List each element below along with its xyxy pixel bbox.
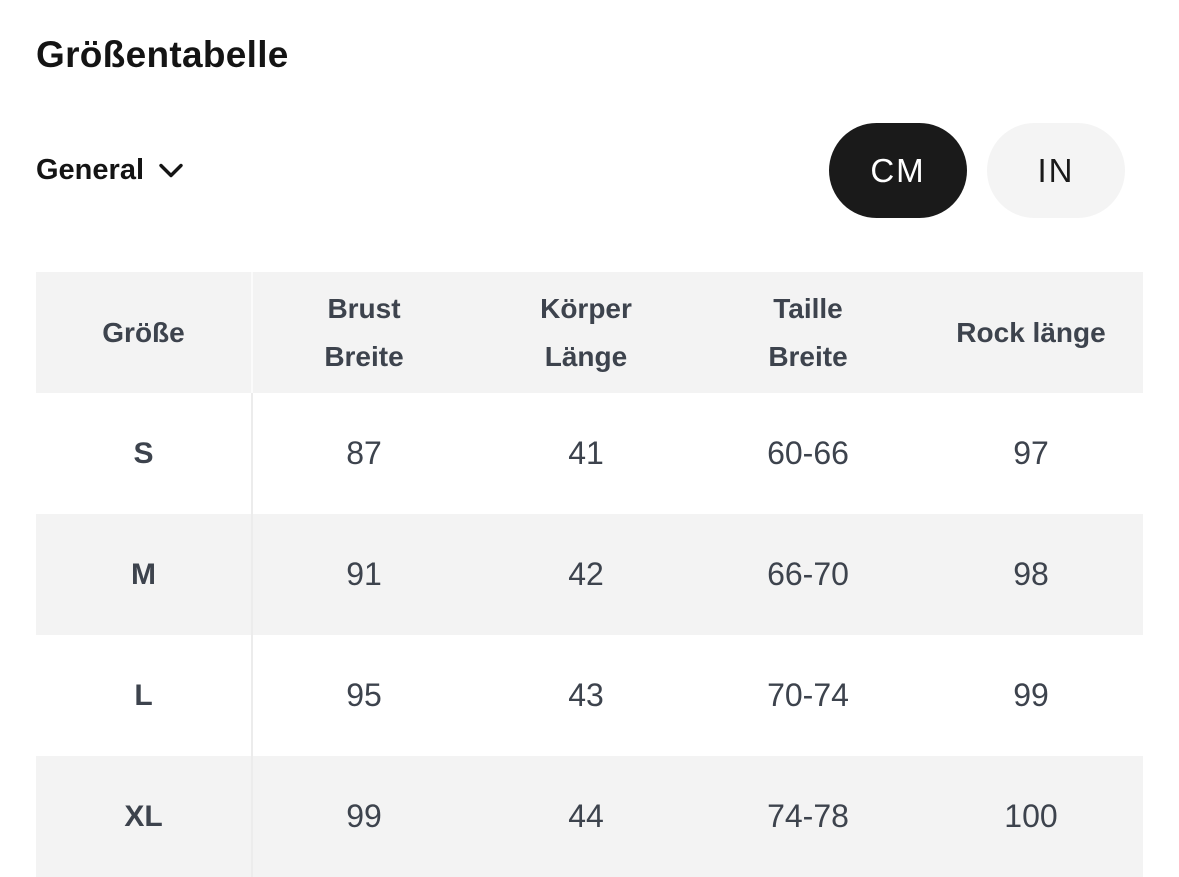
column-header-brust-breite: Brust Breite <box>324 292 404 372</box>
value-cell: 42 <box>568 556 604 592</box>
value-cell: 97 <box>1013 435 1049 471</box>
size-cell: L <box>36 635 253 756</box>
value-cell: 98 <box>1013 556 1049 592</box>
value-cell: 74-78 <box>767 798 849 834</box>
value-cell: 100 <box>1004 798 1058 834</box>
value-cell: 99 <box>1013 677 1049 713</box>
category-dropdown[interactable]: General <box>36 154 184 187</box>
column-header-taille-breite: Taille Breite <box>768 292 848 372</box>
value-cell: 99 <box>346 798 382 834</box>
size-cell: XL <box>36 756 253 877</box>
value-cell: 66-70 <box>767 556 849 592</box>
table-row: XL 99 44 74-78 100 <box>36 756 1143 877</box>
value-cell: 95 <box>346 677 382 713</box>
unit-toggle-cm[interactable]: CM <box>829 123 967 218</box>
category-dropdown-label: General <box>36 154 144 186</box>
unit-toggle: CM IN <box>829 123 1125 218</box>
size-cell: S <box>36 393 253 514</box>
column-header-rock-laenge: Rock länge <box>956 316 1106 348</box>
table-row: M 91 42 66-70 98 <box>36 514 1143 635</box>
controls-row: General CM IN <box>36 123 1125 218</box>
value-cell: 41 <box>568 435 604 471</box>
table-row: S 87 41 60-66 97 <box>36 393 1143 514</box>
size-table: Größe Brust Breite Körper Länge Taille B… <box>36 272 1143 877</box>
column-header-groesse: Größe <box>36 272 253 393</box>
value-cell: 70-74 <box>767 677 849 713</box>
column-header-koerper-laenge: Körper Länge <box>540 292 632 372</box>
unit-toggle-in[interactable]: IN <box>987 123 1125 218</box>
table-row: L 95 43 70-74 99 <box>36 635 1143 756</box>
page-title: Größentabelle <box>36 34 289 75</box>
chevron-down-icon <box>158 162 184 185</box>
size-cell: M <box>36 514 253 635</box>
value-cell: 91 <box>346 556 382 592</box>
value-cell: 44 <box>568 798 604 834</box>
value-cell: 87 <box>346 435 382 471</box>
value-cell: 43 <box>568 677 604 713</box>
value-cell: 60-66 <box>767 435 849 471</box>
table-header-row: Größe Brust Breite Körper Länge Taille B… <box>36 272 1143 393</box>
